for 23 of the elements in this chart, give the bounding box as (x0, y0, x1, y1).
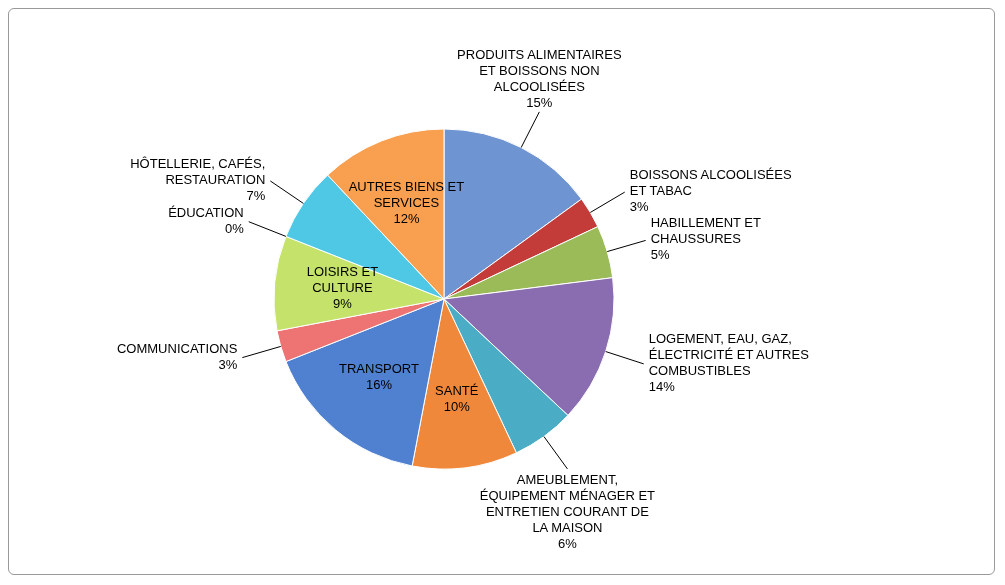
data-label: 16% (365, 377, 393, 393)
slice-label: HÔTELLERIE, CAFÉS, RESTAURATION (130, 156, 266, 188)
text: 0% (224, 221, 244, 237)
slice-label: BOISSONS ALCOOLISÉES ET TABAC (629, 167, 792, 199)
data-label: 9% (333, 296, 353, 312)
data-label: 12% (393, 211, 420, 227)
data-label: 14% (648, 379, 676, 395)
slice-label: PRODUITS ALIMENTAIRES ET BOISSONS NON ALCOOLISÉES (457, 47, 622, 95)
slice-label: AUTRES BIENS ET SERVICES (348, 179, 465, 211)
data-label: 15% (526, 95, 553, 111)
slice-label: HABILLEMENT ET CHAUSSURES (650, 215, 762, 247)
slice-label: TRANSPORT (339, 361, 420, 377)
slice-label: SANTÉ (435, 383, 479, 399)
data-label: 6% (558, 536, 578, 552)
data-label: 7% (246, 188, 266, 204)
data-label: 10% (443, 399, 471, 415)
data-label: 5% (650, 247, 670, 263)
slice-label: COMMUNICATIONS (116, 341, 238, 357)
category-label: ÉDUCATION (168, 205, 244, 221)
data-label: 3% (218, 357, 238, 373)
slice-label: LOGEMENT, EAU, GAZ, ÉLECTRICITÉ ET AUTRES COMBUSTIBLES (648, 331, 810, 379)
slice-label: AMEUBLEMENT, ÉQUIPEMENT MÉNAGER ET ENTRETIEN COURANT DE LA MAISON (479, 472, 656, 536)
data-label: 3% (629, 199, 649, 215)
